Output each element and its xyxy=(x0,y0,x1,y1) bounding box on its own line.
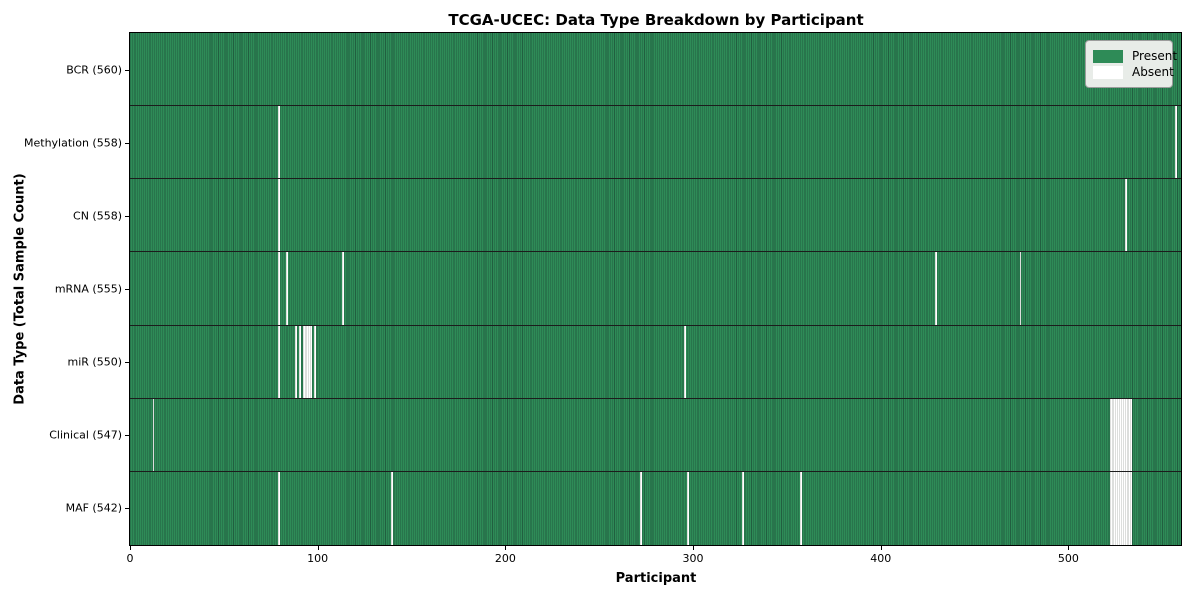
absent-cell xyxy=(800,471,802,545)
absent-cell xyxy=(1124,179,1127,252)
legend-item-present: Present xyxy=(1093,49,1177,63)
x-tick-label: 300 xyxy=(682,552,704,565)
absent-cell xyxy=(1113,471,1116,545)
absent-cell xyxy=(295,325,298,398)
absent-cell xyxy=(640,471,643,545)
absent-cell xyxy=(390,471,393,545)
y-tick-mark xyxy=(125,142,129,144)
absent-cell xyxy=(1113,398,1116,471)
legend-label-present: Present xyxy=(1132,49,1178,63)
absent-cell xyxy=(1111,471,1114,545)
x-tick-label: 200 xyxy=(494,552,516,565)
y-tick-mark xyxy=(125,362,129,364)
absent-cell xyxy=(1115,398,1118,471)
legend-label-absent: Absent xyxy=(1132,65,1174,79)
absent-cell xyxy=(1111,398,1114,471)
x-tick-label: 400 xyxy=(870,552,892,565)
absent-cell xyxy=(1130,398,1133,471)
absent-cell xyxy=(1117,471,1120,545)
absent-cell xyxy=(278,252,281,325)
absent-cell xyxy=(278,471,281,545)
absent-cell xyxy=(1120,471,1123,545)
x-tick-mark xyxy=(693,546,695,550)
y-tick-mark xyxy=(125,508,129,510)
absent-cell xyxy=(342,252,344,325)
absent-cell xyxy=(1128,471,1131,545)
x-tick-mark xyxy=(130,546,131,550)
heatmap-row-Clinical xyxy=(130,398,1181,472)
absent-cell xyxy=(1122,398,1125,471)
x-axis-label: Participant xyxy=(615,571,697,586)
absent-cell xyxy=(278,179,281,252)
absent-cell xyxy=(313,325,316,398)
absent-cell xyxy=(1115,471,1118,545)
absent-cell xyxy=(1117,398,1120,471)
heatmap-row-BCR xyxy=(130,33,1181,107)
absent-cell xyxy=(687,471,690,545)
legend-item-absent: Absent xyxy=(1093,65,1174,79)
x-tick-mark xyxy=(317,546,319,550)
absent-cell xyxy=(278,325,281,398)
absent-cell xyxy=(1119,398,1121,471)
absent-cell xyxy=(683,325,686,398)
absent-cell xyxy=(1109,398,1112,471)
absent-cell xyxy=(298,325,301,398)
y-axis-label: Data Type (Total Sample Count) xyxy=(12,173,28,405)
y-tick-label: mRNA (555) xyxy=(54,282,122,296)
heatmap-row-Methylation xyxy=(130,106,1181,180)
absent-cell xyxy=(1119,471,1121,545)
legend: Present Absent xyxy=(1085,40,1177,88)
y-tick-label: MAF (542) xyxy=(65,501,122,515)
absent-cell xyxy=(1126,398,1129,471)
absent-cell xyxy=(1019,252,1022,325)
heatmap-row-CN xyxy=(130,179,1181,253)
heatmap-rows-layer xyxy=(130,33,1181,545)
y-tick-label: Clinical (547) xyxy=(49,428,122,442)
y-tick-mark xyxy=(125,435,129,437)
absent-cell xyxy=(1175,106,1178,179)
x-tick-label: 0 xyxy=(126,552,134,565)
x-tick-label: 100 xyxy=(307,552,329,565)
plot-area xyxy=(129,32,1182,546)
absent-cell xyxy=(278,106,281,179)
absent-cell xyxy=(152,398,155,471)
absent-cell xyxy=(306,325,309,398)
chart-title: TCGA-UCEC: Data Type Breakdown by Partic… xyxy=(448,11,864,29)
absent-cell xyxy=(1124,471,1127,545)
absent-cell xyxy=(285,252,288,325)
absent-cell xyxy=(741,471,744,545)
absent-cell xyxy=(304,325,307,398)
present-swatch xyxy=(1093,49,1123,63)
y-tick-label: CN (558) xyxy=(73,209,122,223)
absent-cell xyxy=(302,325,305,398)
y-tick-mark xyxy=(125,69,129,71)
absent-cell xyxy=(1124,398,1127,471)
absent-cell xyxy=(1109,471,1112,545)
absent-cell xyxy=(935,252,938,325)
y-tick-label: BCR (560) xyxy=(66,63,122,77)
absent-cell xyxy=(1122,471,1125,545)
x-tick-mark xyxy=(1068,546,1070,550)
heatmap-row-miR xyxy=(130,325,1181,399)
x-tick-label: 500 xyxy=(1057,552,1079,565)
y-tick-mark xyxy=(125,289,129,290)
absent-cell xyxy=(310,325,313,398)
heatmap-row-mRNA xyxy=(130,252,1181,326)
absent-cell xyxy=(1120,398,1123,471)
absent-cell xyxy=(1126,471,1129,545)
y-tick-label: Methylation (558) xyxy=(24,136,122,150)
x-tick-mark xyxy=(505,546,507,550)
absent-cell xyxy=(308,325,311,398)
y-tick-mark xyxy=(125,215,129,217)
absent-cell xyxy=(1130,471,1133,545)
x-tick-mark xyxy=(880,546,882,550)
y-tick-label: miR (550) xyxy=(67,355,123,369)
absent-cell xyxy=(1128,398,1131,471)
heatmap-row-MAF xyxy=(130,471,1181,545)
absent-swatch xyxy=(1093,65,1123,79)
